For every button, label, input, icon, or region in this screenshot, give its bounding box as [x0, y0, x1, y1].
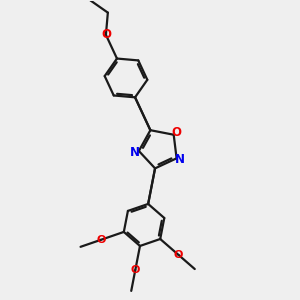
Text: N: N: [130, 146, 140, 159]
Text: O: O: [101, 28, 111, 41]
Text: N: N: [175, 153, 185, 166]
Text: O: O: [171, 126, 182, 139]
Text: O: O: [174, 250, 183, 260]
Text: O: O: [130, 265, 140, 275]
Text: O: O: [96, 235, 106, 245]
